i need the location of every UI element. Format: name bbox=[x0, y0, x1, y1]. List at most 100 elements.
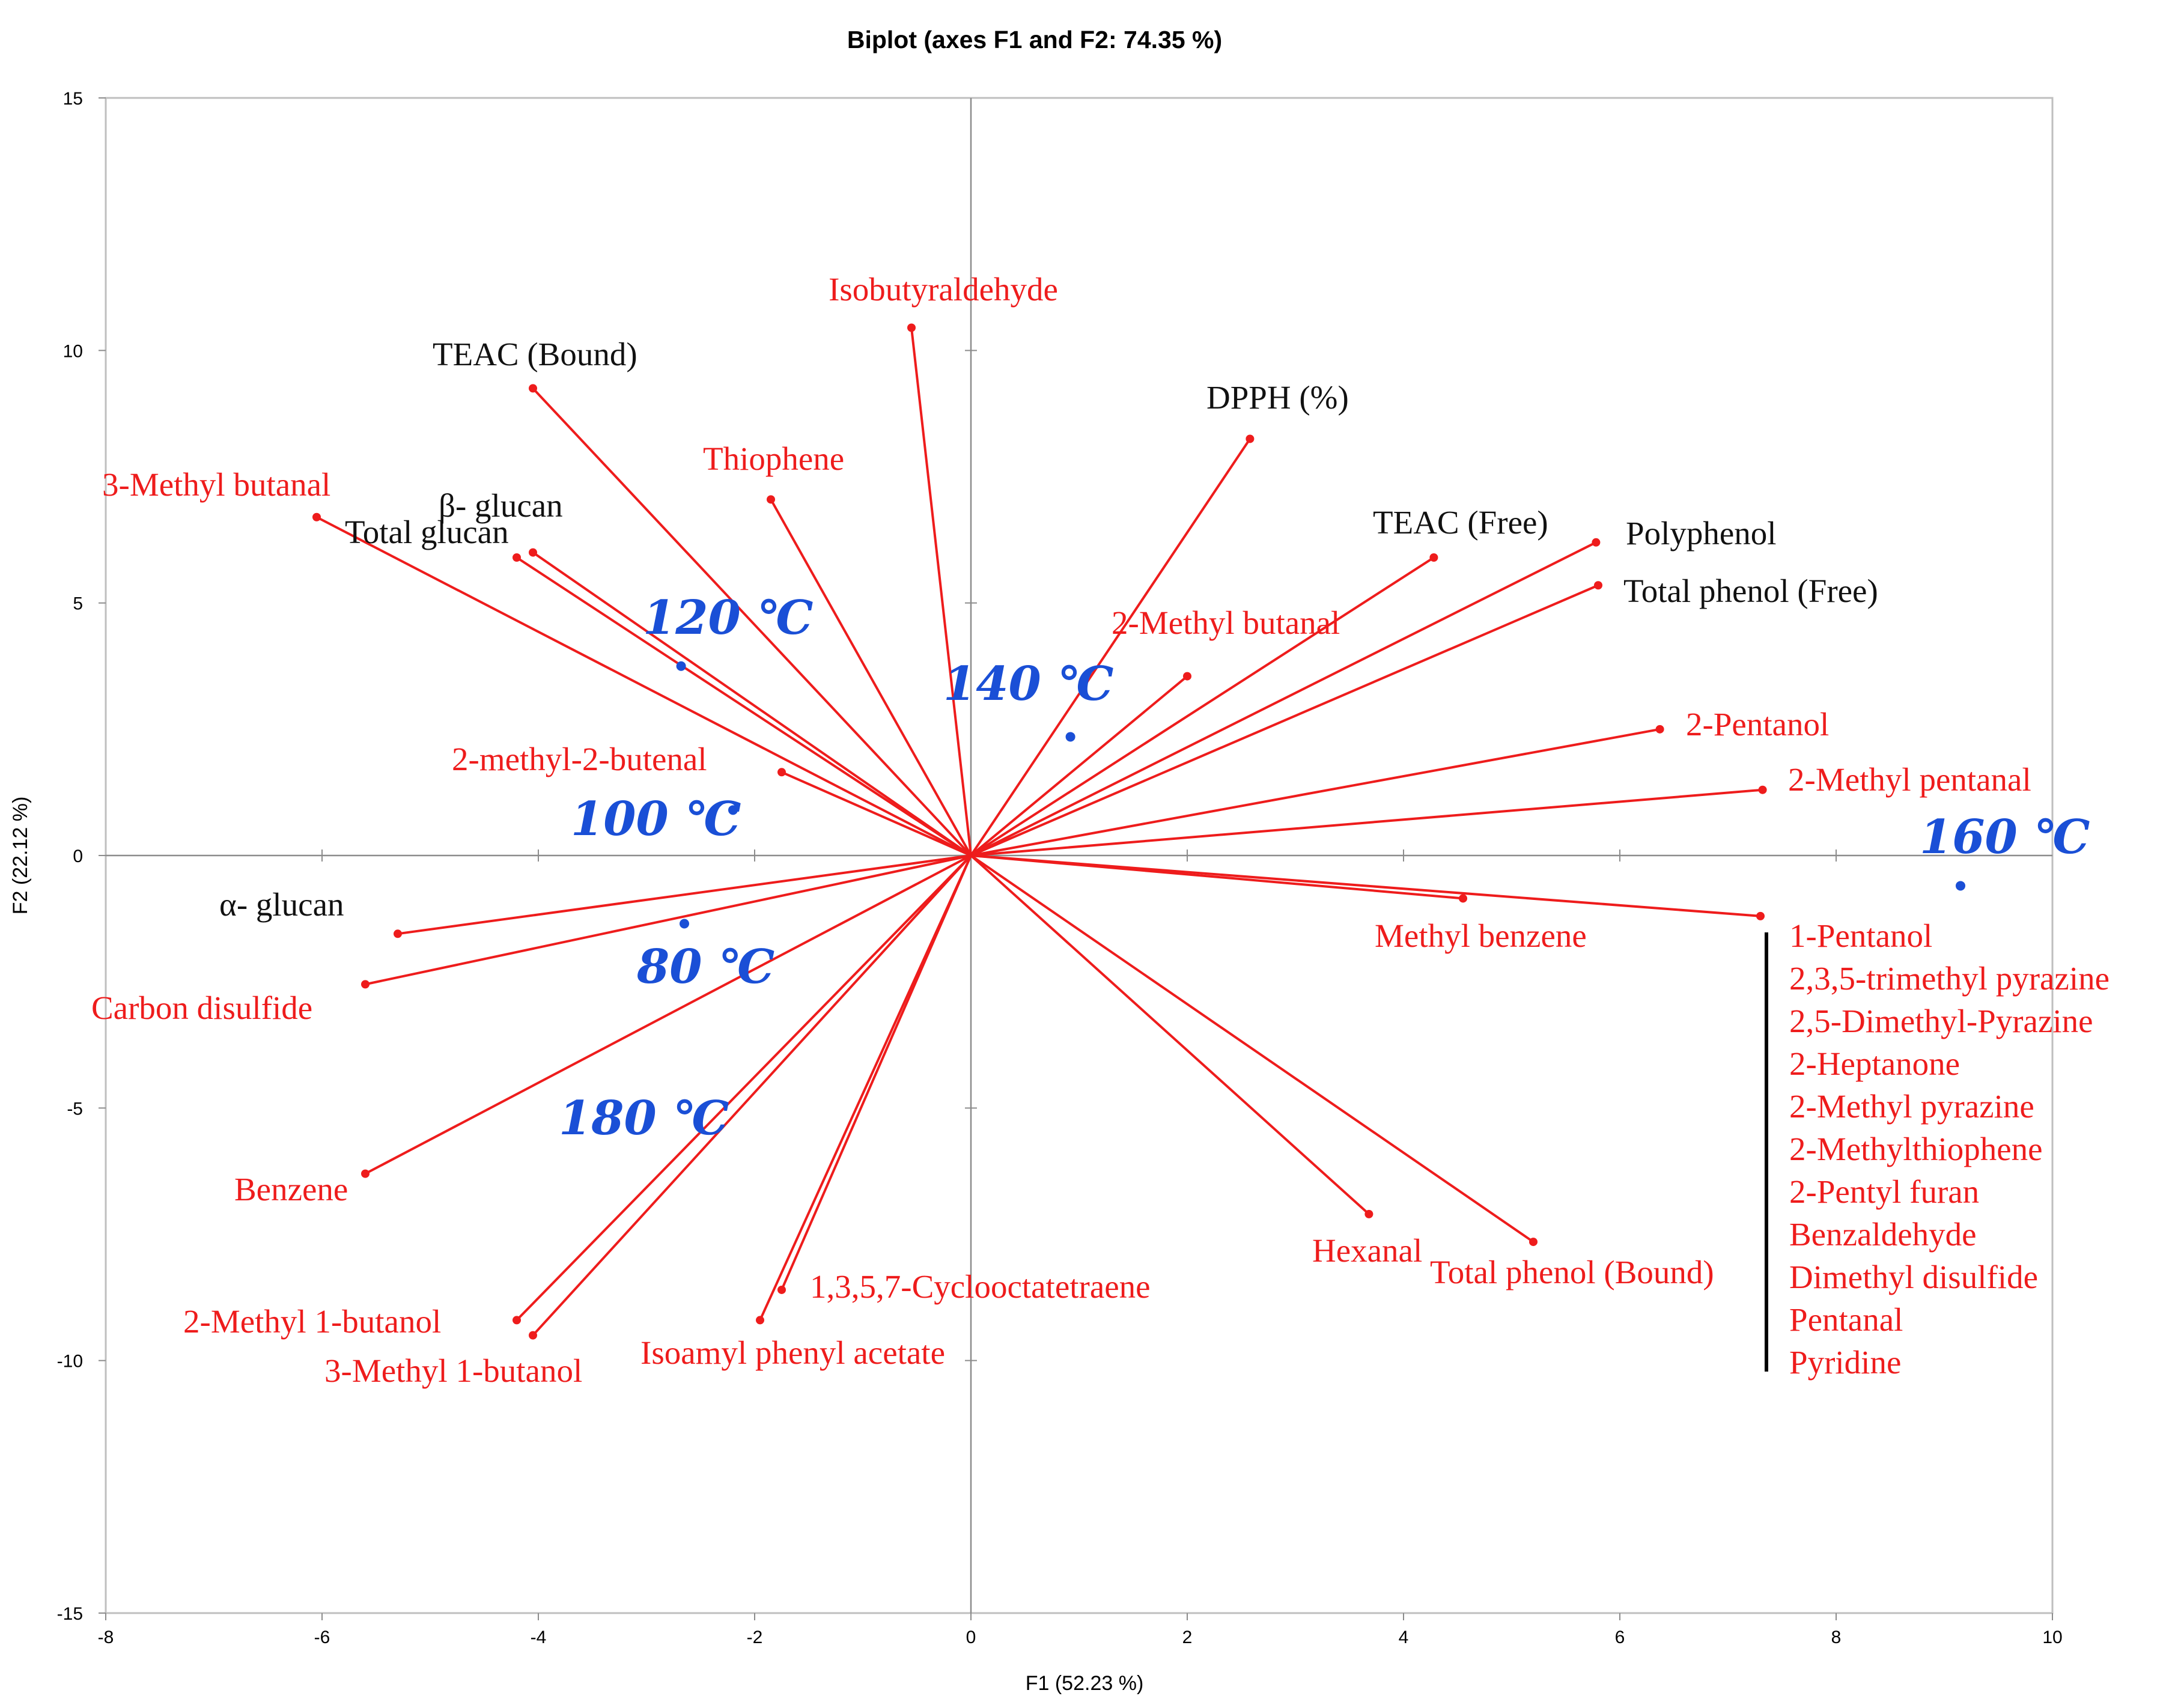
vector-endpoint-2-pentanol bbox=[1655, 725, 1664, 734]
observation-label-180: 180 ℃ bbox=[559, 1091, 729, 1146]
y-tick-label: 5 bbox=[73, 594, 83, 614]
x-tick-label: 4 bbox=[1399, 1627, 1409, 1647]
vector-2-methyl-2-butenal bbox=[781, 771, 972, 857]
grouped-label-1-pentanol: 1-Pentanol bbox=[1789, 917, 1932, 954]
vector-endpoint-carbon-disulfide bbox=[361, 980, 370, 989]
observation-label-80: 80 ℃ bbox=[636, 940, 774, 994]
variable-label-2-methyl-butanal: 2-Methyl butanal bbox=[1112, 604, 1340, 641]
vector-endpoint-3-methyl-1-butanol bbox=[529, 1331, 537, 1340]
variable-label-teac-free: TEAC (Free) bbox=[1373, 504, 1548, 541]
grouped-label-pentanal: Pentanal bbox=[1789, 1301, 1903, 1338]
vector-dpph bbox=[970, 438, 1252, 857]
variable-vectors bbox=[312, 323, 1767, 1340]
vector-glucan bbox=[397, 854, 972, 935]
vector-endpoint-thiophene bbox=[767, 495, 775, 504]
vector-endpoint-hexanal bbox=[1364, 1209, 1373, 1218]
variable-label-teac-bound: TEAC (Bound) bbox=[433, 336, 637, 372]
variable-label-methyl-benzene: Methyl benzene bbox=[1375, 917, 1587, 954]
variable-label-total-phenol-free: Total phenol (Free) bbox=[1623, 573, 1878, 609]
variable-label-2-methyl-1-butanol: 2-Methyl 1-butanol bbox=[183, 1303, 441, 1340]
variable-label-2-methyl-2-butenal: 2-methyl-2-butenal bbox=[452, 741, 707, 777]
observation-label-120: 120 ℃ bbox=[643, 591, 813, 645]
vector-endpoint-glucan bbox=[529, 548, 537, 557]
grouped-label-2-methyl-pyrazine: 2-Methyl pyrazine bbox=[1789, 1088, 2034, 1125]
vector-2-methyl-butanal bbox=[970, 675, 1188, 857]
grouped-variable-labels: 1-Pentanol 2,3,5-trimethyl pyrazine 2,5-Di… bbox=[1765, 917, 2110, 1381]
variable-label-3-methyl-butanal: 3-Methyl butanal bbox=[102, 466, 330, 503]
variable-label-glucan: α- glucan bbox=[219, 886, 344, 923]
x-tick-label: 0 bbox=[966, 1627, 976, 1647]
grouped-label-2-5-dimethyl-pyrazine: 2,5-Dimethyl-Pyrazine bbox=[1789, 1003, 2093, 1039]
vector-teac-bound bbox=[532, 387, 972, 857]
vector-total-phenol-bound bbox=[970, 854, 1535, 1243]
variable-label-2-pentanol: 2-Pentanol bbox=[1686, 706, 1829, 743]
vector-endpoint-2-methyl-butanal bbox=[1183, 672, 1191, 681]
variable-label-thiophene: Thiophene bbox=[703, 440, 844, 477]
variable-label-polyphenol: Polyphenol bbox=[1626, 515, 1777, 552]
vector-isobutyraldehyde bbox=[910, 327, 972, 856]
vector-3-methyl-butanal bbox=[316, 515, 972, 857]
vector-endpoint-glucan bbox=[394, 929, 402, 938]
observation-point-100 bbox=[728, 805, 738, 815]
vector-endpoint-3-methyl-butanal bbox=[312, 512, 321, 521]
vector-endpoint-benzene bbox=[361, 1169, 370, 1178]
x-tick-label: -6 bbox=[314, 1627, 330, 1647]
grouped-label-dimethyl-disulfide: Dimethyl disulfide bbox=[1789, 1259, 2038, 1295]
observation-point-80 bbox=[680, 919, 689, 929]
grouped-label-2-methylthiophene: 2-Methylthiophene bbox=[1789, 1131, 2043, 1167]
vector-endpoint-total-phenol-free bbox=[1594, 581, 1602, 590]
vector-hexanal bbox=[970, 854, 1370, 1215]
vector-endpoint-1-3-5-7-cyclooctatetraene bbox=[777, 1285, 786, 1294]
vector-2-methyl-pentanal bbox=[970, 788, 1763, 857]
variable-label-total-phenol-bound: Total phenol (Bound) bbox=[1430, 1254, 1714, 1290]
x-tick-label: -2 bbox=[747, 1627, 763, 1647]
x-tick-label: -4 bbox=[531, 1627, 547, 1647]
observation-points: 120 ℃ 140 ℃ 100 ℃ 160 ℃ 80 ℃ 180 ℃ bbox=[559, 591, 2090, 1146]
vector-total-phenol-free bbox=[970, 584, 1599, 857]
y-tick-label: 15 bbox=[63, 89, 83, 109]
observation-label-160: 160 ℃ bbox=[1920, 810, 2090, 865]
observation-point-140 bbox=[1065, 732, 1075, 742]
observation-label-100: 100 ℃ bbox=[571, 792, 741, 846]
y-tick-label: -5 bbox=[67, 1099, 83, 1119]
variable-label-isobutyraldehyde: Isobutyraldehyde bbox=[829, 271, 1058, 308]
vector-endpoint-total-phenol-bound bbox=[1529, 1238, 1538, 1247]
y-axis-title: F2 (22.12 %) bbox=[9, 797, 32, 915]
variable-label-2-methyl-pentanal: 2-Methyl pentanal bbox=[1788, 761, 2031, 798]
x-tick-label: 2 bbox=[1182, 1627, 1193, 1647]
observation-label-140: 140 ℃ bbox=[943, 657, 1113, 711]
x-tick-label: 10 bbox=[2042, 1627, 2062, 1647]
vector-endpoint-teac-free bbox=[1429, 553, 1438, 562]
vector-2-pentanol bbox=[970, 728, 1660, 857]
vector-3-methyl-1-butanol bbox=[532, 854, 972, 1336]
vector-benzene bbox=[365, 854, 972, 1175]
vector-glucan bbox=[532, 551, 972, 857]
vector-thiophene bbox=[770, 499, 972, 856]
x-tick-label: 6 bbox=[1615, 1627, 1625, 1647]
x-tick-label: 8 bbox=[1831, 1627, 1842, 1647]
grouped-label-pyridine: Pyridine bbox=[1789, 1344, 1901, 1381]
vector-endpoint-methyl-benzene bbox=[1459, 894, 1467, 903]
vector-polyphenol bbox=[970, 541, 1597, 857]
vector-isoamyl-phenyl-acetate bbox=[759, 855, 972, 1321]
variable-label-hexanal: Hexanal bbox=[1312, 1232, 1422, 1269]
vector-endpoint-isobutyraldehyde bbox=[907, 323, 916, 332]
grouped-label-2-3-5-trimethyl-pyrazine: 2,3,5-trimethyl pyrazine bbox=[1789, 960, 2110, 997]
vector-endpoint-2-methyl-1-butanol bbox=[513, 1316, 521, 1325]
variable-label-benzene: Benzene bbox=[234, 1171, 348, 1208]
grouped-label-2-pentyl-furan: 2-Pentyl furan bbox=[1789, 1173, 1979, 1210]
vector-endpoint-dpph bbox=[1246, 434, 1255, 443]
observation-point-120 bbox=[676, 661, 686, 671]
variable-label-total-glucan: Total glucan bbox=[345, 514, 509, 550]
variable-label-glucan: β- glucan bbox=[439, 487, 563, 524]
vector-total-glucan bbox=[516, 556, 972, 857]
variable-label-isoamyl-phenyl-acetate: Isoamyl phenyl acetate bbox=[640, 1334, 945, 1371]
vector-endpoint-1-pentanol bbox=[1756, 911, 1765, 920]
vector-endpoint-2-methyl-2-butenal bbox=[777, 768, 786, 777]
y-tick-label: 0 bbox=[73, 846, 83, 866]
axis-ticks: -8 -6 -4 -2 0 2 4 6 8 10 -15 -10 -5 0 5 10 15 bbox=[57, 89, 2063, 1647]
chart-title: Biplot (axes F1 and F2: 74.35 %) bbox=[847, 26, 1222, 53]
vector-endpoint-total-glucan bbox=[513, 553, 521, 562]
y-tick-label: -10 bbox=[57, 1352, 83, 1372]
vector-teac-free bbox=[970, 556, 1435, 857]
